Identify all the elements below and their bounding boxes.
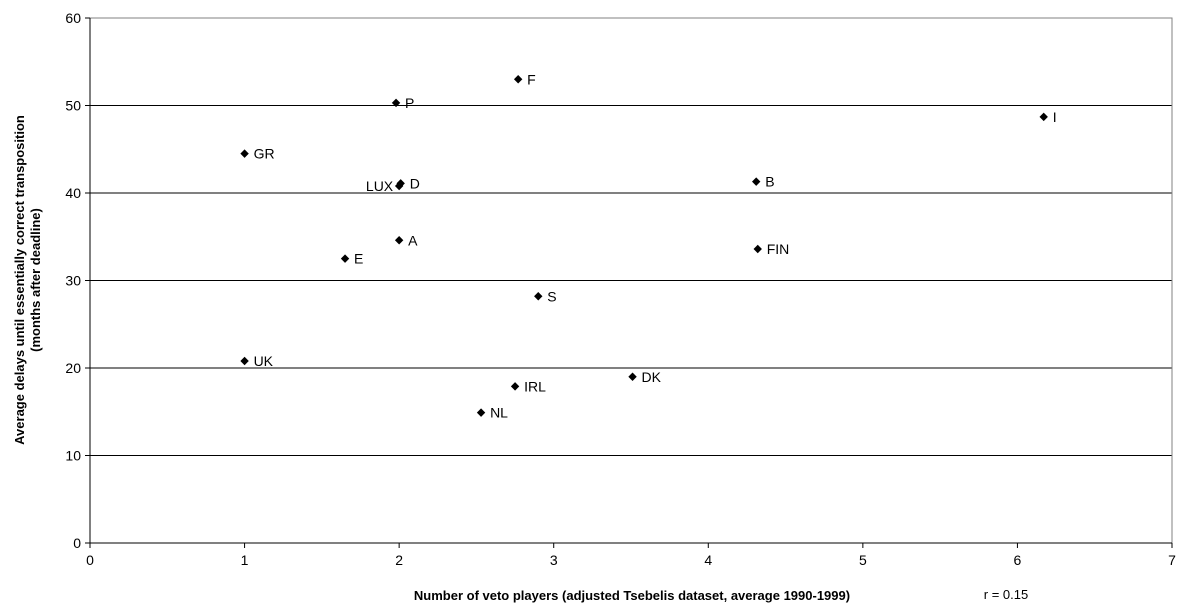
data-point-d [396, 179, 405, 188]
x-tick-label-1: 1 [241, 552, 249, 568]
data-point-nl [476, 408, 486, 417]
data-point-i [1039, 112, 1048, 122]
data-point-e [340, 254, 350, 263]
point-label-lux: LUX [366, 178, 394, 194]
data-points: F P I GR LUX D B A FIN E S UK DK IRL NL [240, 71, 1057, 421]
data-point-dk [628, 372, 637, 381]
point-label-nl: NL [490, 405, 508, 421]
tick-labels: 0 10 20 30 40 50 60 0 1 2 3 4 5 6 7 [65, 10, 1176, 568]
point-label-a: A [408, 232, 418, 248]
x-axis-title: Number of veto players (adjusted Tsebeli… [414, 588, 850, 603]
point-label-f: F [527, 71, 536, 87]
x-tick-label-5: 5 [859, 552, 867, 568]
point-label-b: B [765, 174, 774, 190]
x-tick-label-6: 6 [1014, 552, 1022, 568]
point-label-uk: UK [254, 353, 274, 369]
point-label-dk: DK [642, 369, 662, 385]
data-point-gr [240, 149, 249, 158]
y-axis-title-line1: Average delays until essentially correct… [12, 115, 27, 445]
data-point-b [752, 177, 761, 186]
data-point-fin [753, 244, 762, 254]
x-tick-label-0: 0 [86, 552, 94, 568]
gridlines [90, 105, 1172, 456]
point-label-i: I [1053, 109, 1057, 125]
data-point-uk [240, 356, 249, 366]
data-point-a [394, 236, 404, 245]
data-point-irl [510, 382, 520, 391]
correlation-annotation: r = 0.15 [984, 587, 1028, 602]
point-label-p: P [405, 95, 414, 111]
point-label-fin: FIN [767, 241, 790, 257]
x-tick-label-7: 7 [1168, 552, 1176, 568]
y-tick-label-10: 10 [65, 448, 81, 464]
y-tick-label-40: 40 [65, 185, 81, 201]
point-label-gr: GR [254, 146, 275, 162]
point-label-d: D [410, 175, 420, 191]
x-tick-label-4: 4 [704, 552, 712, 568]
data-point-f [513, 75, 523, 84]
point-label-irl: IRL [524, 378, 546, 394]
y-tick-label-0: 0 [73, 535, 81, 551]
axes [85, 17, 1173, 548]
y-tick-label-60: 60 [65, 10, 81, 26]
point-label-s: S [547, 288, 556, 304]
x-tick-label-2: 2 [395, 552, 403, 568]
y-tick-label-30: 30 [65, 273, 81, 289]
point-label-e: E [354, 251, 363, 267]
x-tick-label-3: 3 [550, 552, 558, 568]
y-tick-label-20: 20 [65, 360, 81, 376]
y-tick-label-50: 50 [65, 98, 81, 114]
y-axis-title-line2: (months after deadline) [28, 208, 43, 352]
data-point-p [391, 98, 401, 108]
data-point-s [534, 292, 543, 301]
axis-titles: Number of veto players (adjusted Tsebeli… [12, 115, 1028, 603]
